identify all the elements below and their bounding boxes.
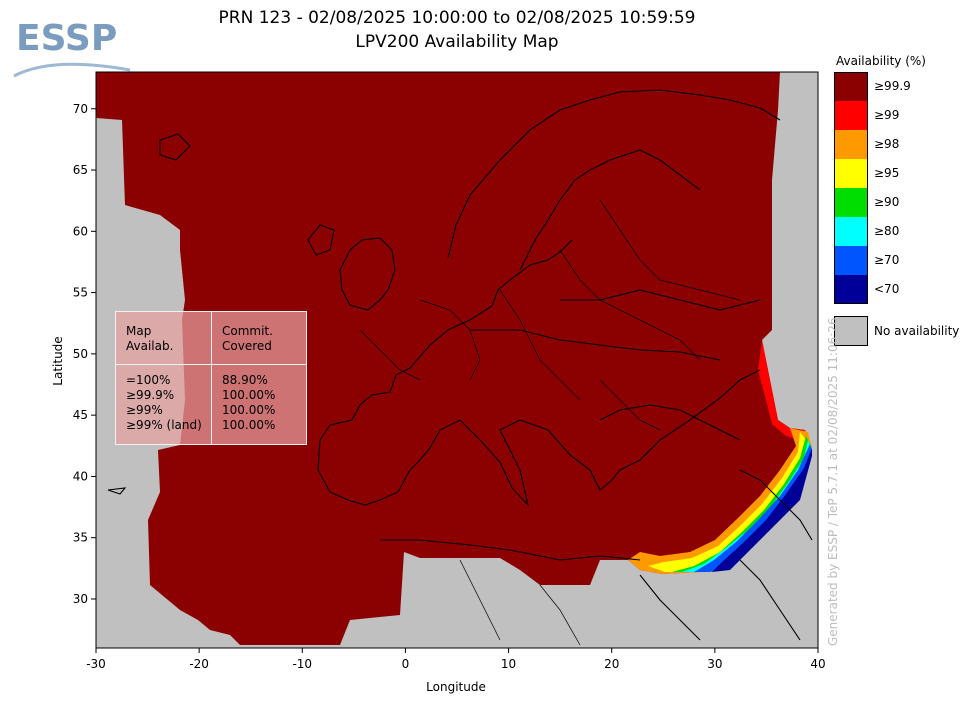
x-tick-label: 10 <box>501 657 516 671</box>
stats-header-line: Covered <box>222 339 272 353</box>
coastlines <box>107 89 813 641</box>
stats-value-column: 88.90% 100.00% 100.00% 100.00% <box>222 373 306 433</box>
plot-frame <box>95 71 819 649</box>
legend-swatch <box>834 217 868 246</box>
y-axis-title: Latitude <box>51 336 65 386</box>
y-tick-label: 35 <box>73 531 88 545</box>
legend-swatch <box>834 130 868 159</box>
stats-header-line: Map <box>126 324 152 338</box>
logo-text: ESSP <box>16 18 117 59</box>
stats-value: 100.00% <box>222 403 276 417</box>
stats-metric: ≥99% <box>126 403 163 417</box>
stats-header-line: Availab. <box>126 339 174 353</box>
legend-label: ≥90 <box>874 195 900 209</box>
y-tick-label: 50 <box>73 347 88 361</box>
legend-label: ≥98 <box>874 137 900 151</box>
map-title: PRN 123 - 02/08/2025 10:00:00 to 02/08/2… <box>218 8 696 28</box>
legend-swatch <box>834 246 868 275</box>
legend-swatch <box>834 188 868 217</box>
x-tick-label: 20 <box>604 657 619 671</box>
y-axis: 30 35 40 45 50 55 60 65 70 <box>73 102 96 606</box>
stats-metric: =100% <box>126 373 171 387</box>
x-tick-label: -10 <box>292 657 312 671</box>
legend-swatch <box>834 72 868 101</box>
legend-swatch <box>834 159 868 188</box>
map-subtitle: LPV200 Availability Map <box>355 32 559 52</box>
no-availability-label: No availability <box>874 324 960 338</box>
legend-swatch <box>834 275 868 304</box>
stats-header-commit-covered: Commit. Covered <box>222 324 306 354</box>
legend-title: Availability (%) <box>836 54 926 68</box>
stats-header-map-availability: Map Availab. <box>126 324 210 354</box>
degradation-red <box>758 340 812 448</box>
y-tick-label: 70 <box>73 102 88 116</box>
stats-value: 88.90% <box>222 373 268 387</box>
x-tick-label: 0 <box>402 657 410 671</box>
x-tick-label: -20 <box>189 657 209 671</box>
coverage-stats-box: Map Availab. Commit. Covered =100% ≥99.9… <box>115 311 307 445</box>
legend-label: ≥99 <box>874 108 900 122</box>
y-tick-label: 45 <box>73 408 88 422</box>
essp-logo: ESSP <box>13 18 131 78</box>
y-tick-label: 30 <box>73 592 88 606</box>
y-tick-label: 55 <box>73 286 88 300</box>
legend-label: ≥99.9 <box>874 79 911 93</box>
legend-label: ≥80 <box>874 224 900 238</box>
legend-label: <70 <box>874 282 900 296</box>
legend-label: ≥70 <box>874 253 900 267</box>
y-tick-label: 60 <box>73 224 88 238</box>
coverage-area <box>96 72 812 645</box>
generated-credit: Generated by ESSP / TeP 5.7.1 at 02/08/2… <box>826 317 840 646</box>
y-tick-label: 65 <box>73 163 88 177</box>
x-tick-label: -30 <box>86 657 106 671</box>
stats-metric: ≥99.9% <box>126 388 175 402</box>
stats-value: 100.00% <box>222 418 276 432</box>
stats-metric: ≥99% (land) <box>126 418 202 432</box>
y-tick-label: 40 <box>73 469 88 483</box>
no-availability-swatch <box>834 316 868 346</box>
stats-value: 100.00% <box>222 388 276 402</box>
borders <box>359 199 741 646</box>
legend-swatch <box>834 101 868 130</box>
x-tick-label: 30 <box>707 657 722 671</box>
stats-header-line: Commit. <box>222 324 273 338</box>
x-axis-title: Longitude <box>426 680 486 694</box>
stats-metric-column: =100% ≥99.9% ≥99% ≥99% (land) <box>126 373 210 433</box>
x-axis: -30 -20 -10 0 10 20 30 40 <box>86 648 826 671</box>
legend-label: ≥95 <box>874 166 900 180</box>
x-tick-label: 40 <box>810 657 825 671</box>
